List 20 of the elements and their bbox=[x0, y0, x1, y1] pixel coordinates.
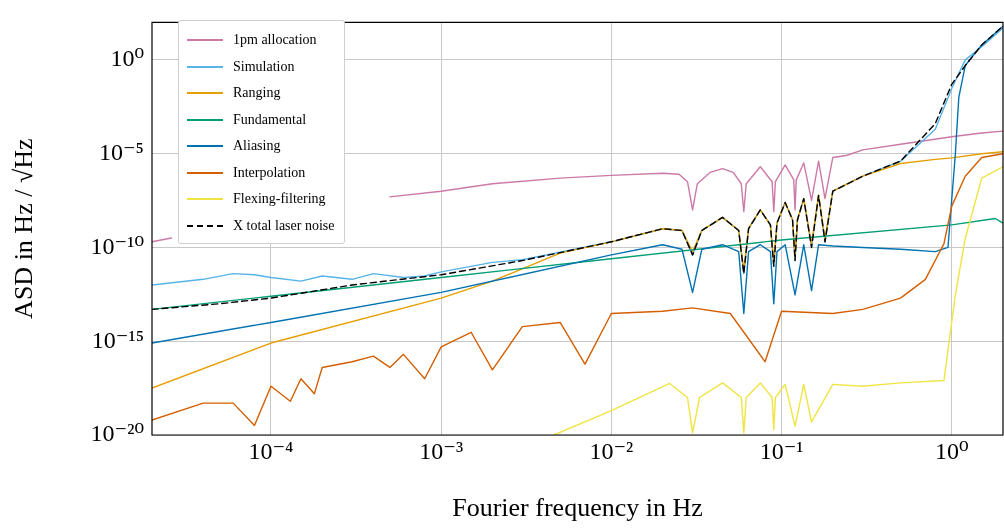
legend-label: Ranging bbox=[233, 85, 281, 102]
y-tick-label: 10⁻¹⁵ bbox=[91, 326, 144, 353]
legend-label: Interpolation bbox=[233, 164, 306, 181]
legend-label: Flexing-filtering bbox=[233, 191, 326, 208]
legend-label: Simulation bbox=[233, 58, 295, 75]
y-tick-label: 10⁻¹⁰ bbox=[90, 232, 144, 259]
legend-label: Fundamental bbox=[233, 111, 307, 128]
y-axis-title: ASD in Hz / √Hz bbox=[9, 138, 39, 319]
y-tick-label: 10⁻⁵ bbox=[98, 138, 144, 165]
x-tick-label: 10⁻¹ bbox=[759, 437, 804, 464]
x-tick-label: 10⁻³ bbox=[419, 437, 464, 464]
legend-label: 1pm allocation bbox=[233, 32, 317, 49]
legend-label: X total laser noise bbox=[233, 217, 335, 234]
y-tick-label: 10⁰ bbox=[110, 45, 144, 72]
y-tick-label: 10⁻²⁰ bbox=[90, 420, 144, 447]
x-tick-label: 10⁰ bbox=[934, 437, 969, 464]
x-tick-label: 10⁻² bbox=[589, 437, 634, 464]
x-axis-title: Fourier frequency in Hz bbox=[452, 493, 703, 523]
x-tick-label: 10⁻⁴ bbox=[248, 437, 294, 464]
legend-label: Aliasing bbox=[233, 138, 281, 155]
